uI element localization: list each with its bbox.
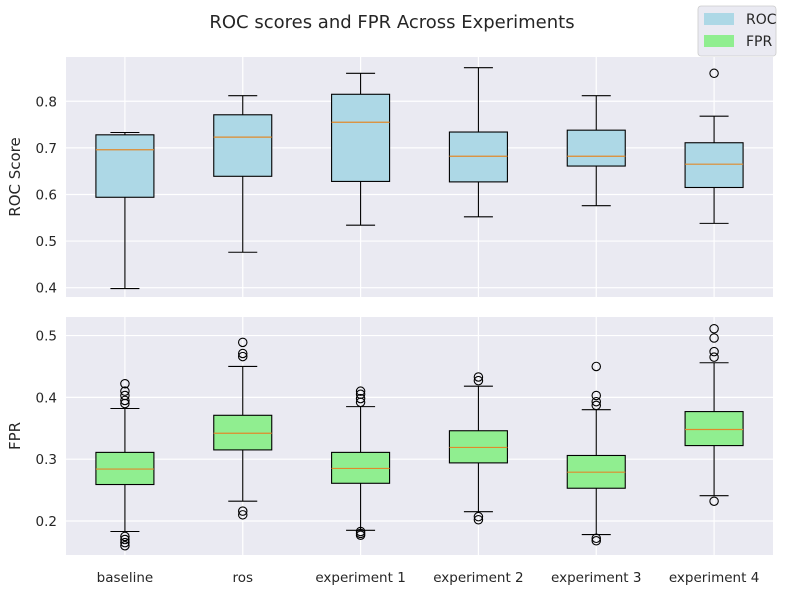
x-tick-label: experiment 1 (315, 570, 405, 586)
outlier-point (120, 534, 130, 545)
outlier-point (709, 68, 719, 79)
outlier-point (355, 526, 366, 537)
outlier-point (591, 536, 601, 546)
outlier-point (709, 333, 719, 343)
fpr-box-3 (448, 372, 508, 525)
outlier-point (238, 337, 248, 348)
roc-box-5 (684, 68, 744, 224)
legend-swatch-fpr (704, 35, 734, 47)
roc-y-tick-label: 0.8 (36, 94, 57, 110)
iqr-box (684, 142, 744, 189)
outlier-point (120, 537, 130, 548)
outlier-point (591, 396, 601, 407)
outlier-point (120, 379, 130, 389)
outlier-point (355, 393, 366, 404)
outlier-point (120, 390, 130, 401)
outlier-point (238, 506, 248, 516)
chart-title: ROC scores and FPR Across Experiments (209, 12, 574, 33)
outlier-point (473, 511, 484, 522)
outlier-point (591, 533, 601, 544)
iqr-box (448, 131, 508, 183)
roc-box-3 (448, 67, 508, 218)
roc-box-4 (566, 95, 626, 207)
roc-y-tick-label: 0.5 (36, 234, 57, 250)
roc-y-tick-label: 0.7 (36, 141, 57, 157)
fpr-y-axis-label: FPR (6, 422, 24, 450)
iqr-box (95, 134, 155, 198)
roc-box-1 (213, 95, 273, 253)
x-tick-labels: baseline ros experiment 1 experiment 2 exper… (97, 570, 760, 586)
fpr-box-4 (566, 361, 626, 546)
outlier-point (473, 375, 484, 386)
roc-y-tick-label: 0.6 (36, 187, 57, 203)
fpr-y-tick-label: 0.5 (36, 329, 57, 345)
outlier-point (591, 390, 601, 401)
outlier-point (709, 346, 719, 357)
outlier-point (238, 351, 248, 362)
fpr-panel: 0.2 0.3 0.4 0.5 (36, 317, 773, 555)
roc-y-axis-label: ROC Score (6, 137, 24, 216)
outlier-point (120, 531, 130, 542)
fpr-box-1 (213, 337, 273, 520)
roc-plot-area (66, 57, 773, 297)
roc-y-tick-label: 0.4 (36, 281, 57, 297)
outlier-point (591, 400, 601, 411)
outlier-point (709, 323, 719, 334)
x-tick-label: baseline (97, 570, 154, 586)
iqr-box (213, 414, 273, 451)
iqr-box (213, 114, 273, 177)
x-tick-label: experiment 4 (669, 570, 759, 586)
outlier-point (709, 352, 719, 362)
outlier-point (473, 515, 484, 525)
x-tick-label: experiment 2 (433, 570, 523, 586)
outlier-point (120, 386, 130, 396)
legend-label-roc: ROC (746, 12, 777, 28)
iqr-box (95, 451, 155, 486)
iqr-box (331, 451, 391, 484)
roc-panel: 0.4 0.5 0.6 0.7 0.8 (36, 57, 773, 297)
fpr-box-2 (331, 386, 391, 540)
outlier-point (355, 386, 366, 396)
fpr-box-5 (684, 323, 744, 506)
legend-label-fpr: FPR (746, 34, 772, 50)
outlier-point (238, 348, 248, 359)
outlier-point (120, 395, 130, 406)
fpr-y-tick-label: 0.3 (36, 452, 57, 468)
outlier-point (120, 540, 130, 551)
fpr-y-tick-label: 0.2 (36, 514, 57, 530)
outlier-point (709, 496, 719, 506)
iqr-box (566, 129, 626, 167)
roc-box-0 (95, 131, 155, 290)
fpr-plot-area (66, 317, 773, 555)
iqr-box (448, 430, 508, 464)
fpr-y-tick-label: 0.4 (36, 390, 57, 406)
outlier-point (355, 389, 366, 400)
iqr-box (331, 93, 391, 182)
legend: ROC FPR (697, 5, 777, 57)
fpr-box-0 (95, 379, 155, 551)
roc-box-2 (331, 72, 391, 226)
outlier-point (591, 361, 601, 372)
iqr-box (684, 411, 744, 447)
outlier-point (238, 510, 248, 520)
x-tick-label: experiment 3 (551, 570, 641, 586)
outlier-point (473, 372, 484, 382)
legend-swatch-roc (704, 13, 734, 25)
x-tick-label: ros (232, 570, 253, 586)
